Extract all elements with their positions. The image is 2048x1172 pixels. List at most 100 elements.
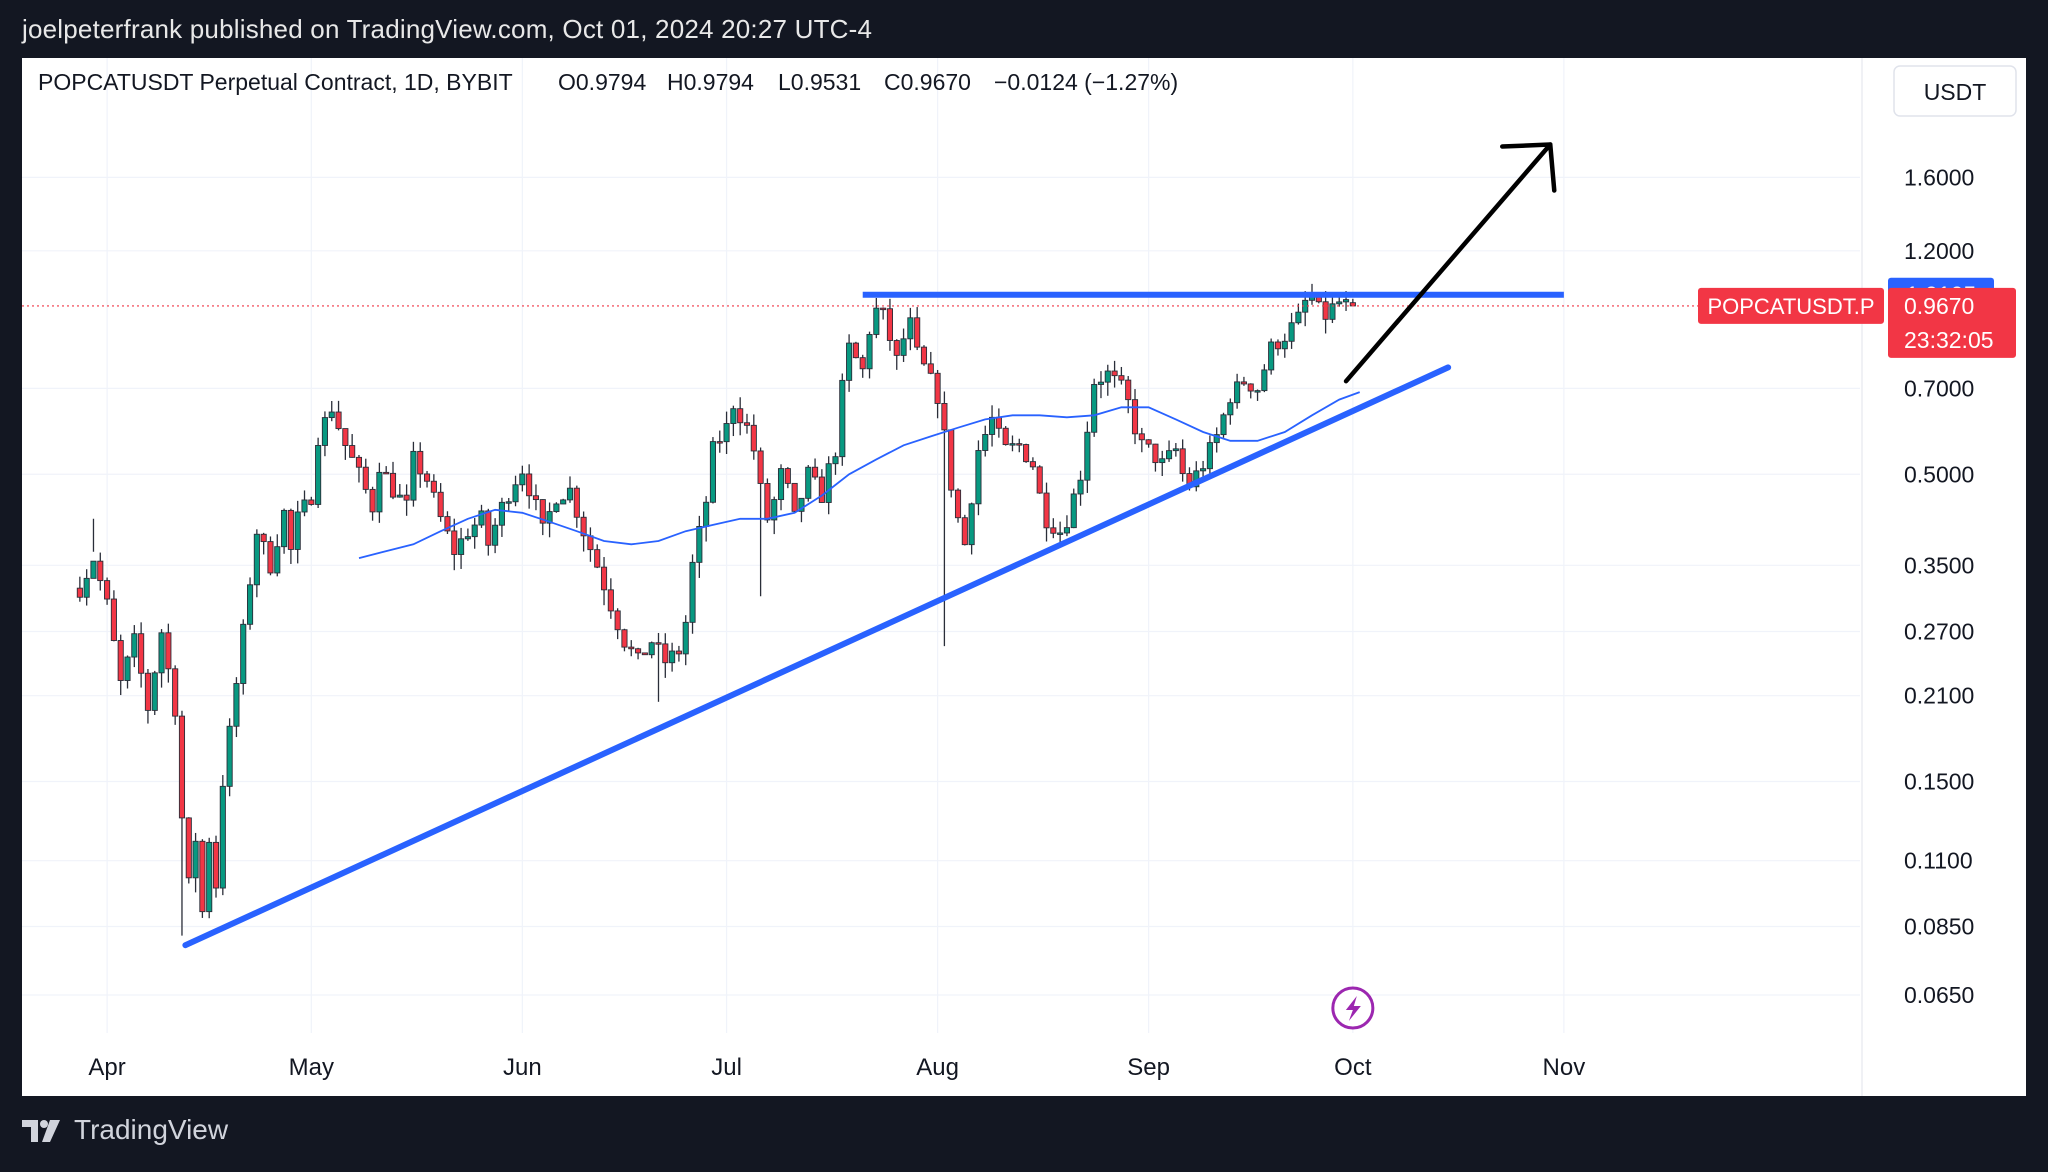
candle-body[interactable]	[1159, 458, 1166, 464]
candle-body[interactable]	[396, 494, 403, 498]
candle-body[interactable]	[696, 525, 703, 563]
candle-body[interactable]	[648, 642, 655, 656]
candle-body[interactable]	[1200, 468, 1207, 472]
price-axis[interactable]: 1.6000 1.2000 0.7000 0.5000 0.3500 0.2700 0.21…	[1904, 164, 1974, 1008]
candle-body[interactable]	[941, 403, 948, 431]
candle-body[interactable]	[1097, 381, 1105, 385]
candle-body[interactable]	[1009, 443, 1016, 446]
candle-body[interactable]	[260, 533, 267, 543]
candle-body[interactable]	[124, 656, 131, 681]
candle-body[interactable]	[1234, 381, 1241, 404]
candle-body[interactable]	[703, 501, 710, 527]
candle-body[interactable]	[900, 338, 907, 356]
candle-body[interactable]	[492, 524, 499, 546]
candle-body[interactable]	[737, 408, 744, 424]
candle-body[interactable]	[532, 495, 540, 501]
currency-button[interactable]	[1893, 65, 2017, 117]
candle-body[interactable]	[226, 725, 233, 787]
candle-body[interactable]	[709, 441, 717, 503]
candle-body[interactable]	[76, 587, 83, 598]
candle-body[interactable]	[1247, 383, 1254, 392]
candle-body[interactable]	[505, 501, 512, 504]
candle-body[interactable]	[607, 589, 614, 612]
candle-body[interactable]	[832, 456, 839, 465]
projection-arrow[interactable]	[1343, 142, 1557, 384]
candle-body[interactable]	[539, 499, 546, 524]
candle-body[interactable]	[621, 629, 628, 648]
candle-body[interactable]	[444, 516, 451, 532]
candle-body[interactable]	[1268, 341, 1275, 371]
candle-body[interactable]	[852, 342, 859, 359]
candle-body[interactable]	[628, 646, 635, 650]
candle-body[interactable]	[1043, 492, 1050, 529]
candle-body[interactable]	[342, 428, 349, 446]
candle-body[interactable]	[1023, 444, 1030, 463]
candle-body[interactable]	[246, 584, 254, 625]
candle-body[interactable]	[233, 683, 240, 727]
candle-body[interactable]	[1125, 379, 1132, 401]
candle-body[interactable]	[471, 524, 478, 538]
candle-body[interactable]	[723, 423, 730, 443]
candle-body[interactable]	[614, 610, 621, 631]
candle-body[interactable]	[716, 441, 723, 444]
candle-body[interactable]	[1077, 479, 1084, 495]
candle-body[interactable]	[1057, 532, 1064, 535]
candle-body[interactable]	[274, 546, 281, 574]
candle-body[interactable]	[451, 530, 458, 555]
candle-body[interactable]	[178, 715, 186, 819]
ascending-trendline[interactable]	[182, 364, 1452, 949]
candle-body[interactable]	[1172, 448, 1179, 452]
candle-body[interactable]	[355, 456, 363, 468]
candle-body[interactable]	[240, 623, 247, 684]
candle-body[interactable]	[907, 317, 914, 340]
candle-body[interactable]	[1281, 340, 1288, 350]
candle-body[interactable]	[321, 417, 328, 446]
candle-body[interactable]	[934, 372, 941, 404]
candle-body[interactable]	[968, 503, 975, 546]
candle-body[interactable]	[989, 416, 996, 435]
candle-body[interactable]	[1063, 527, 1070, 534]
candle-body[interactable]	[1084, 431, 1091, 481]
candle-body[interactable]	[1152, 443, 1159, 464]
candle-body[interactable]	[144, 672, 151, 711]
candle-body[interactable]	[512, 484, 519, 503]
candle-body[interactable]	[131, 633, 138, 658]
candle-body[interactable]	[859, 357, 866, 370]
candle-body[interactable]	[362, 466, 369, 490]
candle-body[interactable]	[982, 434, 989, 451]
candle-body[interactable]	[281, 509, 288, 548]
candle-body[interactable]	[893, 340, 900, 356]
candle-body[interactable]	[662, 643, 669, 664]
candle-body[interactable]	[219, 785, 226, 889]
candle-body[interactable]	[743, 422, 751, 426]
candlestick-series[interactable]	[76, 283, 1356, 936]
candle-body[interactable]	[498, 501, 505, 526]
candle-body[interactable]	[791, 482, 798, 512]
candle-body[interactable]	[349, 445, 356, 458]
candle-body[interactable]	[587, 535, 594, 551]
candle-body[interactable]	[301, 499, 308, 513]
lightning-icon[interactable]	[1331, 986, 1375, 1030]
candle-body[interactable]	[771, 499, 778, 521]
candle-body[interactable]	[1070, 493, 1077, 529]
candle-body[interactable]	[117, 640, 124, 681]
candle-body[interactable]	[730, 408, 737, 424]
candle-body[interactable]	[689, 561, 696, 623]
candle-body[interactable]	[669, 650, 676, 664]
candle-body[interactable]	[566, 487, 574, 501]
candle-body[interactable]	[1145, 439, 1152, 445]
candle-body[interactable]	[1050, 527, 1057, 534]
candle-body[interactable]	[1091, 384, 1098, 433]
candle-body[interactable]	[383, 471, 390, 475]
candle-body[interactable]	[172, 668, 179, 717]
candle-body[interactable]	[995, 416, 1002, 429]
candle-body[interactable]	[1131, 399, 1139, 435]
candle-body[interactable]	[1118, 375, 1125, 381]
candle-body[interactable]	[1104, 370, 1111, 383]
candle-body[interactable]	[464, 536, 471, 540]
candle-body[interactable]	[635, 648, 642, 654]
candle-body[interactable]	[165, 632, 172, 670]
candle-body[interactable]	[1274, 341, 1282, 350]
candle-body[interactable]	[757, 450, 764, 484]
candle-body[interactable]	[478, 510, 485, 526]
